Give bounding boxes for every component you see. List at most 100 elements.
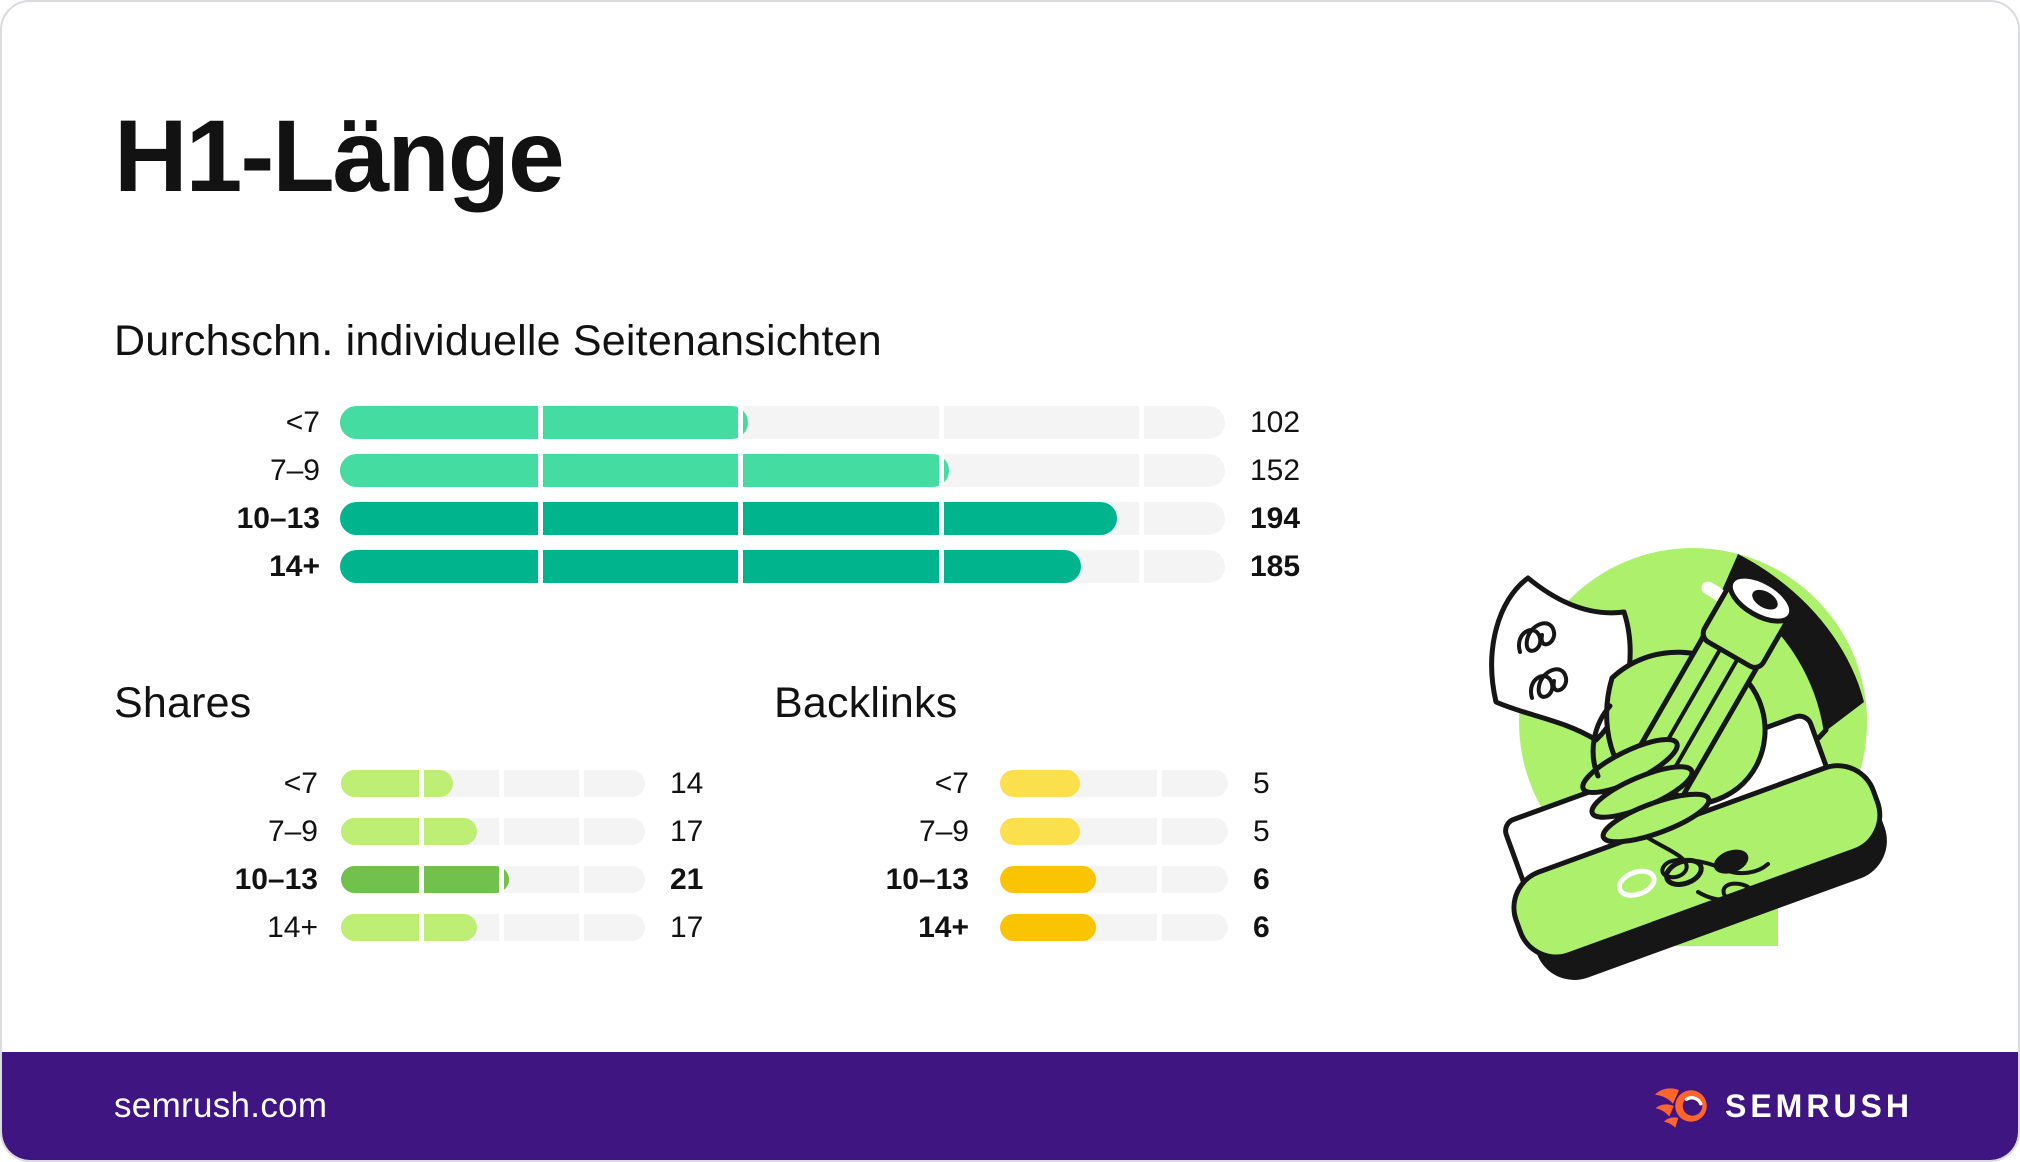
bar	[1000, 866, 1096, 893]
bar-track	[340, 550, 1225, 583]
gridline	[499, 818, 504, 845]
gridline	[578, 770, 584, 797]
gridline	[1157, 770, 1163, 797]
footer: semrush.com SEMRUSH	[2, 1052, 2018, 1160]
gridline	[738, 550, 744, 583]
bar	[340, 454, 949, 487]
row-value: 17	[670, 910, 704, 944]
bar-track	[1000, 770, 1228, 797]
bar	[340, 406, 749, 439]
row-label: <7	[934, 766, 969, 800]
gridline	[419, 914, 424, 941]
bar-track	[340, 502, 1225, 535]
gridline	[419, 770, 424, 797]
chart-row: 7–9 152	[114, 454, 1374, 487]
row-value: 185	[1250, 549, 1301, 583]
chart-pageviews: Durchschn. individuelle Seitenansichten …	[114, 316, 1374, 598]
gridline	[938, 406, 944, 439]
chart-row: 14+ 6	[774, 911, 1334, 944]
row-label: 7–9	[269, 453, 320, 487]
row-value: 6	[1253, 862, 1270, 896]
gridline	[419, 866, 424, 893]
chart-row: <7 5	[774, 767, 1334, 800]
gridline	[578, 818, 584, 845]
row-label: 7–9	[918, 814, 969, 848]
gridline	[538, 454, 544, 487]
gridline	[1157, 818, 1163, 845]
gridline	[738, 406, 744, 439]
chart-row: 10–13 6	[774, 863, 1334, 896]
row-label: 10–13	[234, 862, 318, 896]
gridline	[538, 502, 544, 535]
gridline	[1157, 914, 1163, 941]
bar-track	[1000, 866, 1228, 893]
chart-row: 10–13 194	[114, 502, 1374, 535]
footer-site-url: semrush.com	[114, 1086, 328, 1125]
gridline	[538, 406, 544, 439]
chart-shares-rows: <7 14 7–9 17 10–13 21 14+ 17	[114, 767, 734, 944]
chart-row: 14+ 17	[114, 911, 734, 944]
chart-shares-title: Shares	[114, 679, 252, 727]
chart-row: 10–13 21	[114, 863, 734, 896]
gridline	[419, 818, 424, 845]
gridline	[499, 866, 504, 893]
chart-pageviews-rows: <7 102 7–9 152 10–13 194 14+ 185	[114, 406, 1374, 583]
row-value: 102	[1250, 405, 1301, 439]
gridline	[499, 914, 504, 941]
bar	[1000, 818, 1080, 845]
gridline	[499, 770, 504, 797]
chart-row: <7 14	[114, 767, 734, 800]
gridline	[538, 550, 544, 583]
gridline	[938, 550, 944, 583]
bar-track	[340, 406, 1225, 439]
bar-track	[341, 866, 645, 893]
row-value: 17	[670, 814, 704, 848]
row-value: 14	[670, 766, 704, 800]
bar	[1000, 914, 1096, 941]
semrush-flame-icon	[1654, 1088, 1707, 1128]
chart-backlinks-title: Backlinks	[774, 679, 958, 727]
illustration-hand-pencil-tablet	[1489, 548, 1887, 980]
row-label: 14+	[269, 549, 320, 583]
bar-track	[1000, 914, 1228, 941]
row-value: 6	[1253, 910, 1270, 944]
gridline	[1138, 406, 1144, 439]
semrush-logo-text: SEMRUSH	[1724, 1087, 1913, 1124]
row-label: 10–13	[885, 862, 969, 896]
chart-row: 7–9 5	[774, 815, 1334, 848]
bar	[340, 550, 1081, 583]
row-label: 7–9	[267, 814, 318, 848]
chart-backlinks-rows: <7 5 7–9 5 10–13 6 14+ 6	[774, 767, 1334, 944]
chart-shares: Shares <7 14 7–9 17 10–13 21 14+ 17	[114, 678, 734, 962]
bar	[1000, 770, 1080, 797]
thumb-line	[1590, 703, 1613, 779]
row-value: 21	[670, 862, 704, 896]
bar-track	[341, 770, 645, 797]
chart-row: 14+ 185	[114, 550, 1374, 583]
gridline	[578, 914, 584, 941]
gridline	[738, 454, 744, 487]
gridline	[938, 454, 944, 487]
row-value: 152	[1250, 453, 1301, 487]
bar	[341, 914, 477, 941]
bar	[341, 866, 509, 893]
row-label: 14+	[918, 910, 969, 944]
row-label: <7	[285, 405, 320, 439]
bar-track	[1000, 818, 1228, 845]
chart-pageviews-title: Durchschn. individuelle Seitenansichten	[114, 317, 882, 365]
bar-track	[341, 914, 645, 941]
bar-track	[340, 454, 1225, 487]
gridline	[1138, 502, 1144, 535]
row-value: 5	[1253, 814, 1270, 848]
row-value: 194	[1250, 501, 1301, 535]
bar	[341, 818, 477, 845]
gridline	[1138, 550, 1144, 583]
chart-row: 7–9 17	[114, 815, 734, 848]
row-label: <7	[283, 766, 318, 800]
row-value: 5	[1253, 766, 1270, 800]
chart-row: <7 102	[114, 406, 1374, 439]
gridline	[938, 502, 944, 535]
chart-backlinks: Backlinks <7 5 7–9 5 10–13 6 14+ 6	[774, 678, 1334, 962]
bar	[341, 770, 453, 797]
